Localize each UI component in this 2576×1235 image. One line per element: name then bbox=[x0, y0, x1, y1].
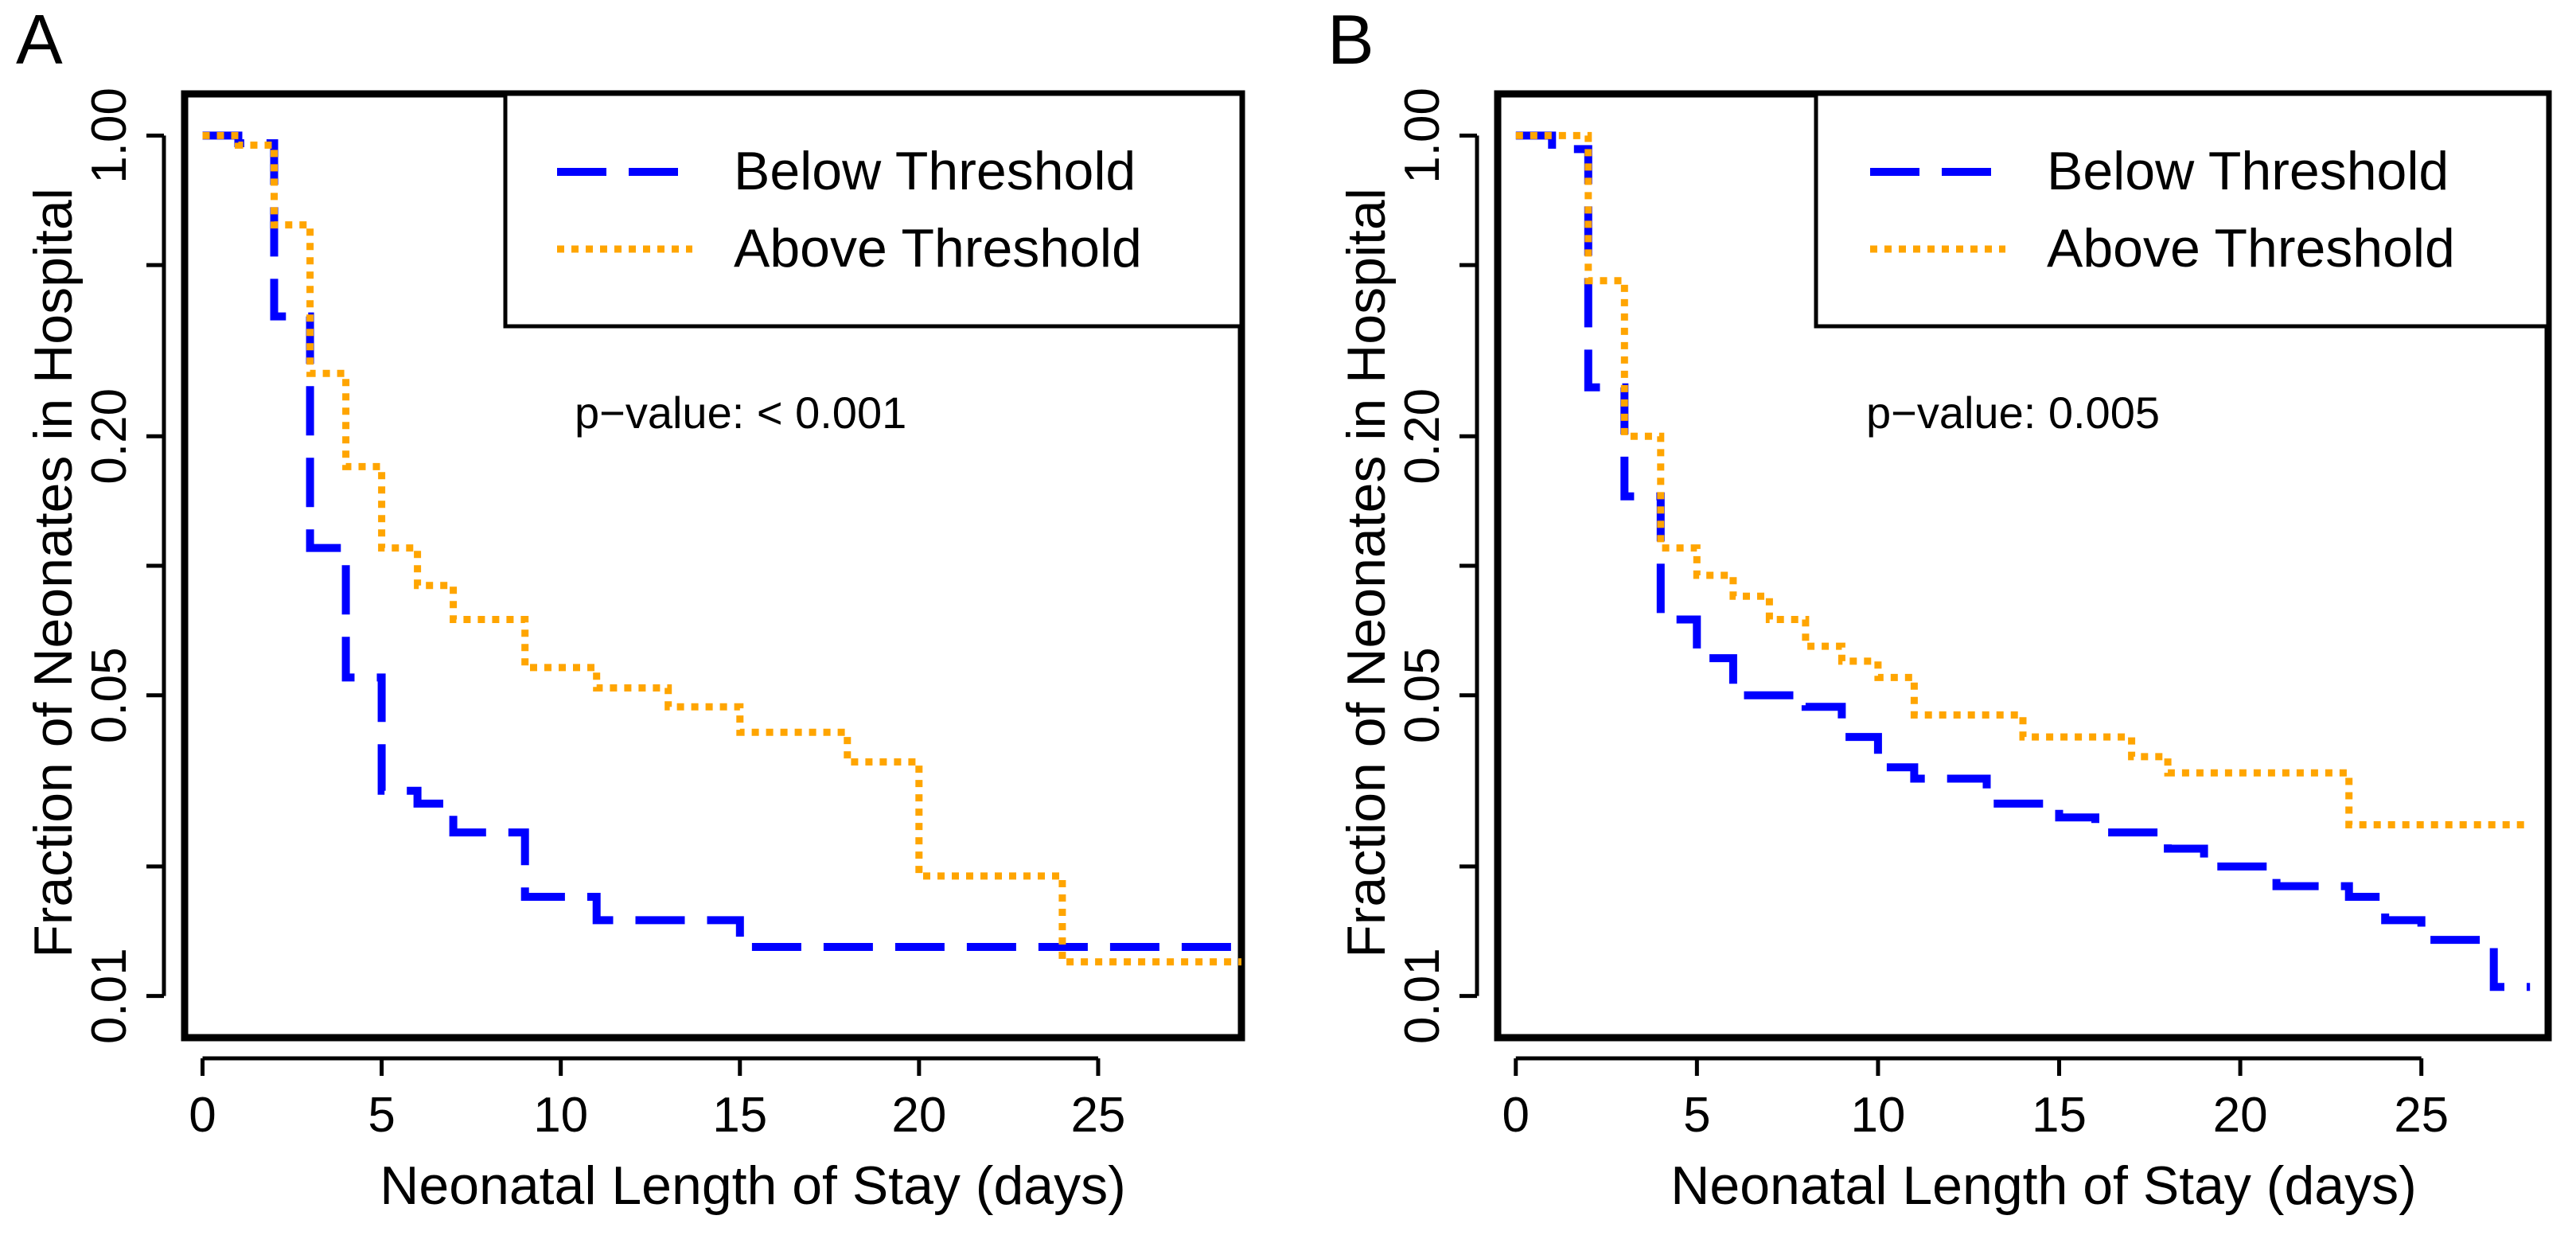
legend-label-below-b: Below Threshold bbox=[2047, 141, 2449, 201]
p-value-annotation-b: p−value: 0.005 bbox=[1866, 388, 2160, 438]
y-axis-b: 1.00 0.20 0.05 0.01 bbox=[1395, 88, 1479, 1044]
y-axis-label-b: Fraction of Neonates in Hospital bbox=[1336, 188, 1397, 958]
y-tick-label-a: 1.00 bbox=[82, 88, 137, 184]
x-tick-label-b: 25 bbox=[2394, 1088, 2449, 1143]
x-tick-label-a: 15 bbox=[712, 1088, 767, 1143]
x-tick-label-a: 20 bbox=[891, 1088, 946, 1143]
series-layer-b bbox=[1515, 131, 2531, 992]
x-tick-label-a: 0 bbox=[189, 1088, 216, 1143]
y-tick-label-a: 0.01 bbox=[82, 948, 137, 1044]
x-tick-label-a: 25 bbox=[1070, 1088, 1125, 1143]
series-line-below-a bbox=[202, 131, 1241, 951]
x-tick-label-b: 5 bbox=[1683, 1088, 1710, 1143]
x-tick-label-a: 10 bbox=[533, 1088, 588, 1143]
y-tick-label-b: 1.00 bbox=[1395, 88, 1450, 184]
panel-label-b: B bbox=[1327, 0, 1374, 79]
x-tick-label-b: 20 bbox=[2213, 1088, 2268, 1143]
legend-label-above-b: Above Threshold bbox=[2047, 218, 2455, 279]
y-tick-label-b: 0.20 bbox=[1395, 388, 1450, 485]
x-tick-label-b: 0 bbox=[1502, 1088, 1530, 1143]
y-axis-a: 1.00 0.20 0.05 0.01 bbox=[82, 88, 166, 1044]
series-line-above-b bbox=[1515, 131, 2531, 828]
x-axis-a: 0 5 10 15 20 25 bbox=[189, 1056, 1125, 1143]
legend-a: Below Threshold Above Threshold bbox=[503, 92, 1244, 329]
series-line-above-a bbox=[202, 131, 1241, 966]
y-tick-label-a: 0.05 bbox=[82, 647, 137, 743]
x-tick-label-b: 15 bbox=[2032, 1088, 2087, 1143]
legend-label-above-a: Above Threshold bbox=[734, 218, 1142, 279]
series-layer-a bbox=[202, 131, 1241, 966]
y-axis-label-a: Fraction of Neonates in Hospital bbox=[23, 188, 84, 958]
y-tick-label-b: 0.05 bbox=[1395, 647, 1450, 743]
legend-box-b bbox=[1814, 92, 2551, 329]
panel-label-a: A bbox=[16, 0, 63, 79]
x-axis-label-b: Neonatal Length of Stay (days) bbox=[1670, 1155, 2416, 1216]
legend-box-a bbox=[503, 92, 1244, 329]
legend-label-below-a: Below Threshold bbox=[734, 141, 1136, 201]
x-axis-label-a: Neonatal Length of Stay (days) bbox=[380, 1155, 1125, 1216]
y-tick-label-b: 0.01 bbox=[1395, 948, 1450, 1044]
series-line-below-b bbox=[1515, 131, 2531, 992]
y-tick-label-a: 0.20 bbox=[82, 388, 137, 485]
p-value-annotation-a: p−value: < 0.001 bbox=[575, 388, 906, 438]
legend-b: Below Threshold Above Threshold bbox=[1814, 92, 2551, 329]
x-tick-label-b: 10 bbox=[1850, 1088, 1905, 1143]
x-tick-label-a: 5 bbox=[368, 1088, 395, 1143]
x-axis-b: 0 5 10 15 20 25 bbox=[1502, 1056, 2449, 1143]
panel-a: A 0 5 10 15 20 25 1.00 0.20 0.05 0.01 Neonatal L… bbox=[16, 0, 1245, 1216]
panel-b: B 0 5 10 15 20 25 1.00 0.20 0.05 0.01 Neonatal L… bbox=[1327, 0, 2552, 1216]
